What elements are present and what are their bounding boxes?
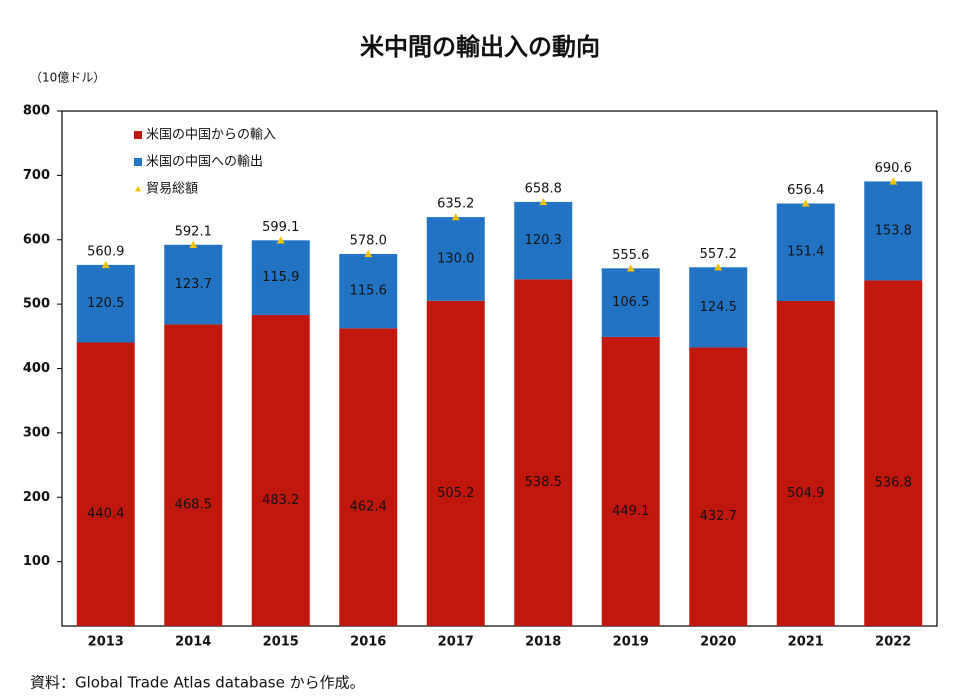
segment-label: 504.9 <box>787 486 824 501</box>
bar-segment <box>689 267 748 348</box>
total-label: 592.1 <box>175 224 212 239</box>
bar-segment <box>164 244 223 325</box>
y-tick-label: 500 <box>23 297 50 312</box>
bar-segment <box>251 314 310 626</box>
total-marker <box>626 264 635 272</box>
segment-label: 538.5 <box>525 475 562 490</box>
y-tick-label: 800 <box>23 104 50 119</box>
y-tick-label: 600 <box>23 232 50 247</box>
bar-segment <box>776 203 835 301</box>
segment-label: 153.8 <box>875 223 912 238</box>
bar-segment <box>76 264 135 343</box>
legend-label: 貿易総額 <box>146 182 198 197</box>
x-tick-label: 2019 <box>613 635 649 650</box>
total-label: 656.4 <box>787 183 824 198</box>
total-label: 635.2 <box>437 197 474 212</box>
segment-label: 468.5 <box>175 498 212 513</box>
total-marker <box>714 263 723 271</box>
source-note: 資料：Global Trade Atlas database から作成。 <box>30 674 365 692</box>
segment-label: 432.7 <box>700 509 737 524</box>
bar-segment <box>689 347 748 626</box>
x-tick-label: 2017 <box>438 635 474 650</box>
y-tick-label: 200 <box>23 490 50 505</box>
segment-label: 483.2 <box>262 493 299 508</box>
bar-segment <box>164 324 223 626</box>
bar-segment <box>601 268 660 337</box>
bar-segment <box>601 336 660 626</box>
segment-label: 449.1 <box>612 504 649 519</box>
total-label: 658.8 <box>525 181 562 196</box>
segment-label: 124.5 <box>700 300 737 315</box>
total-marker <box>539 197 548 206</box>
total-label: 578.0 <box>350 233 387 248</box>
segment-label: 440.4 <box>87 507 124 522</box>
total-marker <box>101 260 110 269</box>
legend-label: 米国の中国への輸出 <box>146 155 263 170</box>
legend-marker <box>135 186 141 192</box>
bar-segment <box>426 300 485 626</box>
segment-label: 120.3 <box>525 233 562 248</box>
y-tick-label: 400 <box>23 361 50 376</box>
segment-label: 505.2 <box>437 486 474 501</box>
y-axis-label: （10億ドル） <box>30 71 105 85</box>
segment-label: 106.5 <box>612 295 649 310</box>
total-marker <box>451 213 460 221</box>
bar-segment <box>339 328 398 626</box>
bar-segment <box>514 201 573 280</box>
bar-segment <box>251 240 310 315</box>
segment-label: 130.0 <box>437 251 474 266</box>
legend-swatch <box>134 131 142 139</box>
bar-segment <box>76 342 135 626</box>
segment-label: 115.6 <box>350 284 387 299</box>
x-tick-label: 2013 <box>88 635 124 650</box>
bar-segment <box>514 279 573 626</box>
bar-segment <box>339 253 398 329</box>
x-tick-label: 2022 <box>875 635 911 650</box>
legend-label: 米国の中国からの輸入 <box>146 128 276 143</box>
y-tick-label: 300 <box>23 425 50 440</box>
bar-segment <box>426 217 485 301</box>
x-tick-label: 2018 <box>525 635 561 650</box>
y-tick-label: 700 <box>23 168 50 183</box>
x-tick-label: 2015 <box>263 635 299 650</box>
segment-label: 462.4 <box>350 500 387 515</box>
total-marker <box>801 199 810 207</box>
total-marker <box>889 177 898 185</box>
x-tick-label: 2014 <box>175 635 211 650</box>
total-marker <box>276 236 285 244</box>
segment-label: 536.8 <box>875 476 912 491</box>
total-marker <box>189 240 198 249</box>
segment-label: 151.4 <box>787 245 824 260</box>
segment-label: 115.9 <box>262 270 299 285</box>
total-label: 555.6 <box>612 248 649 263</box>
bar-segment <box>776 300 835 626</box>
total-label: 599.1 <box>262 220 299 235</box>
total-label: 690.6 <box>875 161 912 176</box>
bar-segment <box>864 181 923 281</box>
segment-label: 120.5 <box>87 296 124 311</box>
bar-segment <box>864 280 923 626</box>
total-label: 560.9 <box>87 244 124 259</box>
x-tick-label: 2016 <box>350 635 386 650</box>
total-label: 557.2 <box>700 247 737 262</box>
x-tick-label: 2020 <box>700 635 736 650</box>
y-tick-label: 100 <box>23 554 50 569</box>
total-marker <box>364 249 373 258</box>
x-tick-label: 2021 <box>788 635 824 650</box>
legend-swatch <box>134 158 142 166</box>
segment-label: 123.7 <box>175 277 212 292</box>
chart-title: 米中間の輸出入の動向 <box>360 33 600 61</box>
